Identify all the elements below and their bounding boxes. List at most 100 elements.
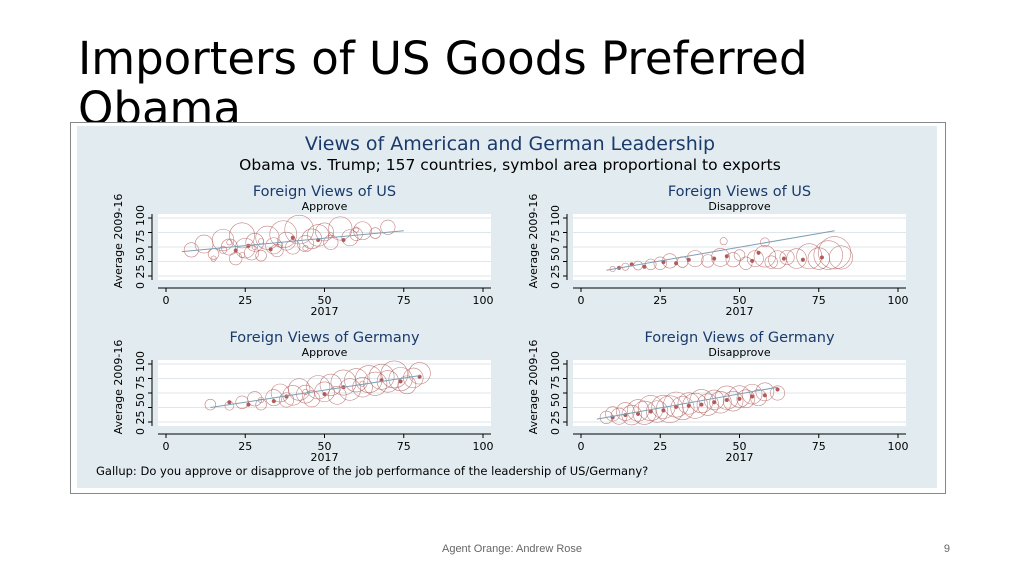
fit-line (596, 386, 778, 420)
x-tick-label: 0 (578, 294, 585, 307)
slide-title: Importers of US Goods Preferred Obama (78, 32, 808, 135)
data-point (246, 402, 251, 407)
data-point (278, 392, 294, 408)
footer-text: Agent Orange: Andrew Rose (441, 543, 583, 555)
data-point (755, 382, 775, 402)
data-point (750, 258, 755, 264)
data-point (306, 375, 331, 400)
data-point (235, 237, 256, 259)
data-point (319, 373, 342, 396)
data-point (722, 390, 744, 412)
data-point (696, 393, 719, 416)
data-point (380, 360, 409, 389)
y-axis-title: Average 2009-16 (112, 340, 125, 435)
data-point (677, 392, 700, 415)
data-point (353, 226, 360, 233)
data-point (753, 245, 776, 268)
points-group (204, 360, 431, 411)
data-point (800, 257, 806, 262)
figure-title: Views of American and German Leadership (304, 133, 716, 155)
data-point (255, 250, 267, 262)
x-tick-label: 100 (888, 440, 909, 453)
data-point (712, 400, 717, 405)
x-tick-label: 50 (318, 440, 332, 453)
data-point (327, 386, 347, 405)
panel-title: Foreign Views of Germany (229, 330, 420, 346)
data-point (269, 220, 298, 249)
figure-note: Gallup: Do you approve or disapprove of … (96, 464, 649, 478)
data-point (255, 225, 280, 250)
x-tick-label: 25 (653, 440, 667, 453)
data-point (255, 398, 267, 411)
data-point (284, 214, 314, 245)
data-point (653, 256, 667, 270)
data-point (701, 254, 715, 268)
scatter-panel-3: 0 25 50 75 100 0 25 50 75 100 2017 Average 2009… (112, 330, 494, 464)
panel-subtitle: Approve (302, 200, 348, 213)
data-point (775, 387, 780, 392)
data-point (686, 257, 691, 262)
panel-subtitle: Approve (302, 346, 348, 359)
data-point (828, 245, 853, 270)
y-axis-title: Average 2009-16 (527, 194, 540, 289)
y-tick-labels: 0 25 50 75 100 (134, 351, 147, 435)
data-point (779, 249, 795, 265)
data-point (637, 395, 664, 421)
data-point (233, 248, 238, 253)
y-axis-title: Average 2009-16 (112, 194, 125, 289)
data-point (719, 237, 728, 246)
data-point (642, 264, 647, 269)
data-point (750, 389, 767, 407)
data-point (737, 396, 742, 401)
data-point (739, 256, 753, 270)
data-point (741, 383, 763, 405)
data-point (330, 369, 357, 396)
x-tick-label: 100 (473, 294, 494, 307)
data-point (756, 250, 761, 255)
data-point (398, 379, 403, 384)
data-point (645, 400, 669, 423)
x-tick-label: 75 (812, 440, 826, 453)
data-point (244, 245, 260, 261)
points-group (606, 230, 853, 273)
data-point (265, 237, 283, 255)
y-tick-labels: 0 25 50 75 100 (134, 205, 147, 289)
data-point (736, 389, 756, 409)
data-point (762, 393, 767, 398)
data-point (265, 389, 283, 407)
x-tick-label: 75 (397, 294, 411, 307)
data-point (341, 229, 359, 247)
data-point (709, 391, 732, 414)
data-point (352, 377, 373, 398)
x-tick-label: 0 (163, 294, 170, 307)
data-point (686, 403, 691, 408)
panel-title: Foreign Views of Germany (644, 330, 835, 346)
data-point (673, 261, 679, 266)
panel-subtitle: Disapprove (708, 346, 770, 359)
data-point (271, 399, 276, 404)
data-point (282, 385, 303, 406)
x-tick-label: 75 (812, 294, 826, 307)
data-point (616, 402, 635, 421)
data-point (302, 245, 309, 252)
data-point (268, 247, 273, 252)
data-point (227, 400, 232, 405)
data-point (750, 394, 755, 399)
panel-subtitle: Disapprove (708, 200, 770, 213)
data-point (764, 255, 778, 269)
x-tick-label: 100 (888, 294, 909, 307)
scatter-panel-2: 0 25 50 75 100 0 25 50 75 100 2017 Average 2009… (527, 184, 909, 318)
data-point (229, 222, 255, 249)
data-point (645, 258, 657, 271)
data-point (781, 256, 786, 261)
x-tick-label: 50 (733, 294, 747, 307)
x-tick-label: 0 (163, 440, 170, 453)
data-point (239, 252, 246, 259)
fit-line (210, 375, 420, 408)
data-point (818, 236, 852, 270)
data-point (682, 392, 709, 419)
points-group (596, 382, 786, 426)
data-point (746, 250, 764, 268)
data-point (711, 248, 730, 267)
